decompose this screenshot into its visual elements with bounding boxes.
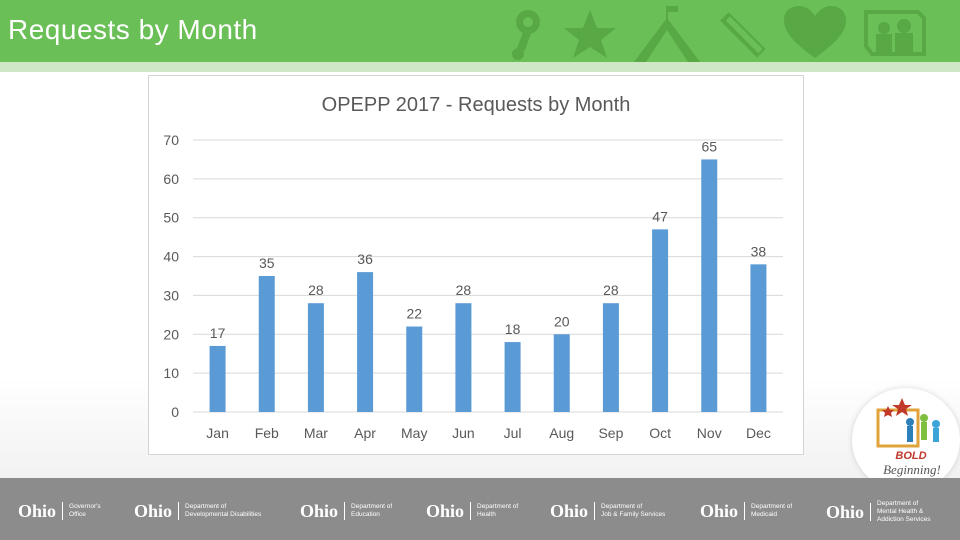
y-tick-label: 60 (163, 171, 179, 187)
data-label-jul: 18 (505, 321, 521, 337)
x-tick-label-apr: Apr (354, 425, 376, 441)
footer-logo-governors-office[interactable]: Ohio Governor's Office (18, 502, 101, 520)
ohio-wordmark: Ohio (426, 502, 472, 520)
x-tick-label-sep: Sep (598, 425, 623, 441)
header-stripe (0, 62, 960, 72)
y-tick-label: 70 (163, 132, 179, 148)
bold-beginning-figures-icon (876, 398, 940, 448)
footer-dept-label: Department of Job & Family Services (601, 503, 666, 518)
ohio-wordmark: Ohio (700, 502, 746, 520)
x-tick-label-mar: Mar (304, 425, 328, 441)
y-tick-label: 50 (163, 210, 179, 226)
y-tick-label: 0 (171, 404, 179, 420)
data-label-jun: 28 (456, 282, 472, 298)
x-tick-label-feb: Feb (255, 425, 279, 441)
data-label-oct: 47 (652, 208, 668, 224)
family-ohio-icon (864, 10, 926, 56)
bar-sep (602, 303, 619, 412)
ohio-wordmark: Ohio (300, 502, 346, 520)
footer-dept-label: Department of Medicaid (751, 503, 793, 518)
star-icon (564, 10, 616, 58)
footer-logo-medicaid[interactable]: Ohio Department of Medicaid (700, 502, 792, 520)
schoolhouse-icon (634, 6, 700, 62)
toy-icon (512, 10, 540, 60)
y-tick-label: 20 (163, 326, 179, 342)
footer-logo-developmental-disabilities[interactable]: Ohio Department of Developmental Disabil… (134, 502, 261, 520)
y-tick-label: 10 (163, 365, 179, 381)
x-tick-label-jul: Jul (504, 425, 522, 441)
x-axis: Jan Feb Mar Apr May Jun Jul Aug Sep Oct Nov Dec (206, 425, 771, 441)
bar-jan (209, 345, 226, 412)
footer-logo-mental-health[interactable]: Ohio Department of Mental Health & Addic… (826, 500, 931, 524)
footer-dept-label: Department of Health (477, 503, 519, 518)
bar-jun (455, 303, 472, 412)
ohio-wordmark: Ohio (550, 502, 596, 520)
data-label-sep: 28 (603, 282, 619, 298)
footer-dept-label: Governor's Office (69, 503, 101, 518)
footer-logo-health[interactable]: Ohio Department of Health (426, 502, 518, 520)
gridlines (193, 139, 783, 413)
footer-logo-job-family-services[interactable]: Ohio Department of Job & Family Services (550, 502, 665, 520)
chart-card: OPEPP 2017 - Requests by Month 17 35 28 36 2… (148, 75, 804, 455)
chart-title: OPEPP 2017 - Requests by Month (322, 94, 631, 116)
bar-aug (553, 334, 570, 412)
badge-beginning-text: Beginning! (883, 462, 941, 477)
data-label-dec: 38 (751, 243, 767, 259)
data-label-jan: 17 (210, 325, 226, 341)
data-labels: 17 35 28 36 22 28 18 20 28 47 65 38 (210, 138, 767, 341)
x-tick-label-nov: Nov (697, 425, 722, 441)
data-label-may: 22 (406, 306, 422, 322)
bar-nov (701, 159, 718, 412)
y-axis: 0 10 20 30 40 50 60 70 (163, 132, 179, 420)
badge-bold-text: BOLD (895, 450, 927, 462)
ohio-wordmark: Ohio (18, 502, 64, 520)
pencil-icon (720, 12, 766, 58)
bars (209, 159, 767, 412)
footer-bar: Ohio Governor's Office Ohio Department o… (0, 478, 960, 540)
data-label-nov: 65 (701, 138, 717, 154)
y-tick-label: 40 (163, 249, 179, 265)
data-label-aug: 20 (554, 313, 570, 329)
footer-dept-label: Department of Mental Health & Addiction … (877, 500, 931, 523)
data-label-mar: 28 (308, 282, 324, 298)
bar-jul (504, 342, 521, 412)
bar-dec (750, 264, 767, 412)
y-tick-label: 30 (163, 287, 179, 303)
ohio-wordmark: Ohio (826, 503, 872, 521)
data-label-feb: 35 (259, 255, 275, 271)
data-label-apr: 36 (357, 251, 373, 267)
x-tick-label-may: May (401, 425, 427, 441)
page-title: Requests by Month (8, 14, 258, 45)
header-bar: Requests by Month (0, 0, 960, 62)
ohio-wordmark: Ohio (134, 502, 180, 520)
header-icon-strip (490, 0, 960, 62)
bar-chart: OPEPP 2017 - Requests by Month 17 35 28 36 2… (163, 94, 783, 441)
footer-dept-label: Department of Developmental Disabilities (185, 503, 262, 518)
bar-apr (357, 272, 374, 412)
x-tick-label-jun: Jun (452, 425, 475, 441)
bold-beginning-logo (852, 388, 960, 492)
x-tick-label-jan: Jan (206, 425, 229, 441)
bar-oct (652, 229, 669, 412)
x-tick-label-dec: Dec (746, 425, 771, 441)
x-tick-label-aug: Aug (549, 425, 574, 441)
footer-logo-education[interactable]: Ohio Department of Education (300, 502, 392, 520)
bar-feb (258, 276, 275, 412)
footer-dept-label: Department of Education (351, 503, 393, 518)
x-tick-label-oct: Oct (649, 425, 671, 441)
bar-mar (307, 303, 324, 412)
heart-icon (784, 6, 846, 58)
bar-may (406, 326, 423, 412)
